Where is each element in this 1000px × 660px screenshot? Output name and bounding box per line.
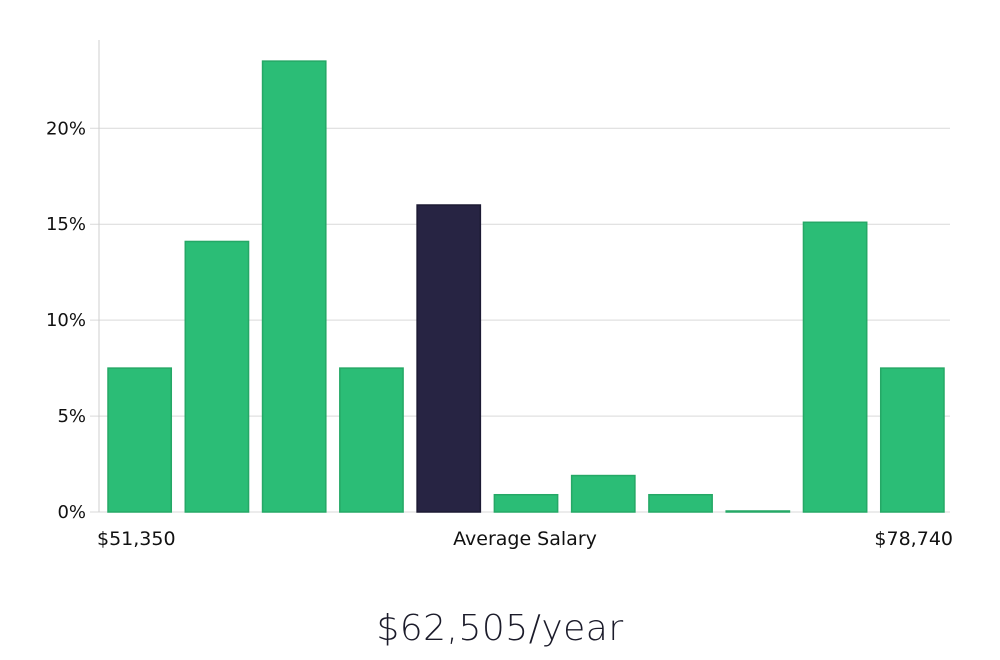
bar [570,474,636,513]
bar-average-salary [416,204,482,513]
average-salary-value: $62,505/year [376,608,624,649]
bars [107,60,945,513]
x-axis-max-label: $78,740 [874,528,953,550]
bar [261,60,327,513]
bar [107,367,173,513]
y-tick-label: 5% [57,406,86,427]
bar [802,221,868,513]
y-tick-label: 20% [46,118,86,139]
bar [493,493,559,513]
bar [339,367,404,513]
y-axis-ticks: 0% 5% 10% 15% 20% [46,118,86,523]
salary-histogram: 0% 5% 10% 15% 20% [46,40,950,523]
bar [184,240,250,513]
y-tick-label: 0% [57,502,86,523]
x-axis-center-label: Average Salary [453,528,597,550]
bar [879,367,945,513]
bar [648,493,713,513]
x-axis-min-label: $51,350 [97,528,176,550]
bar [725,510,791,513]
y-tick-label: 15% [46,214,86,235]
y-tick-label: 10% [46,310,86,331]
